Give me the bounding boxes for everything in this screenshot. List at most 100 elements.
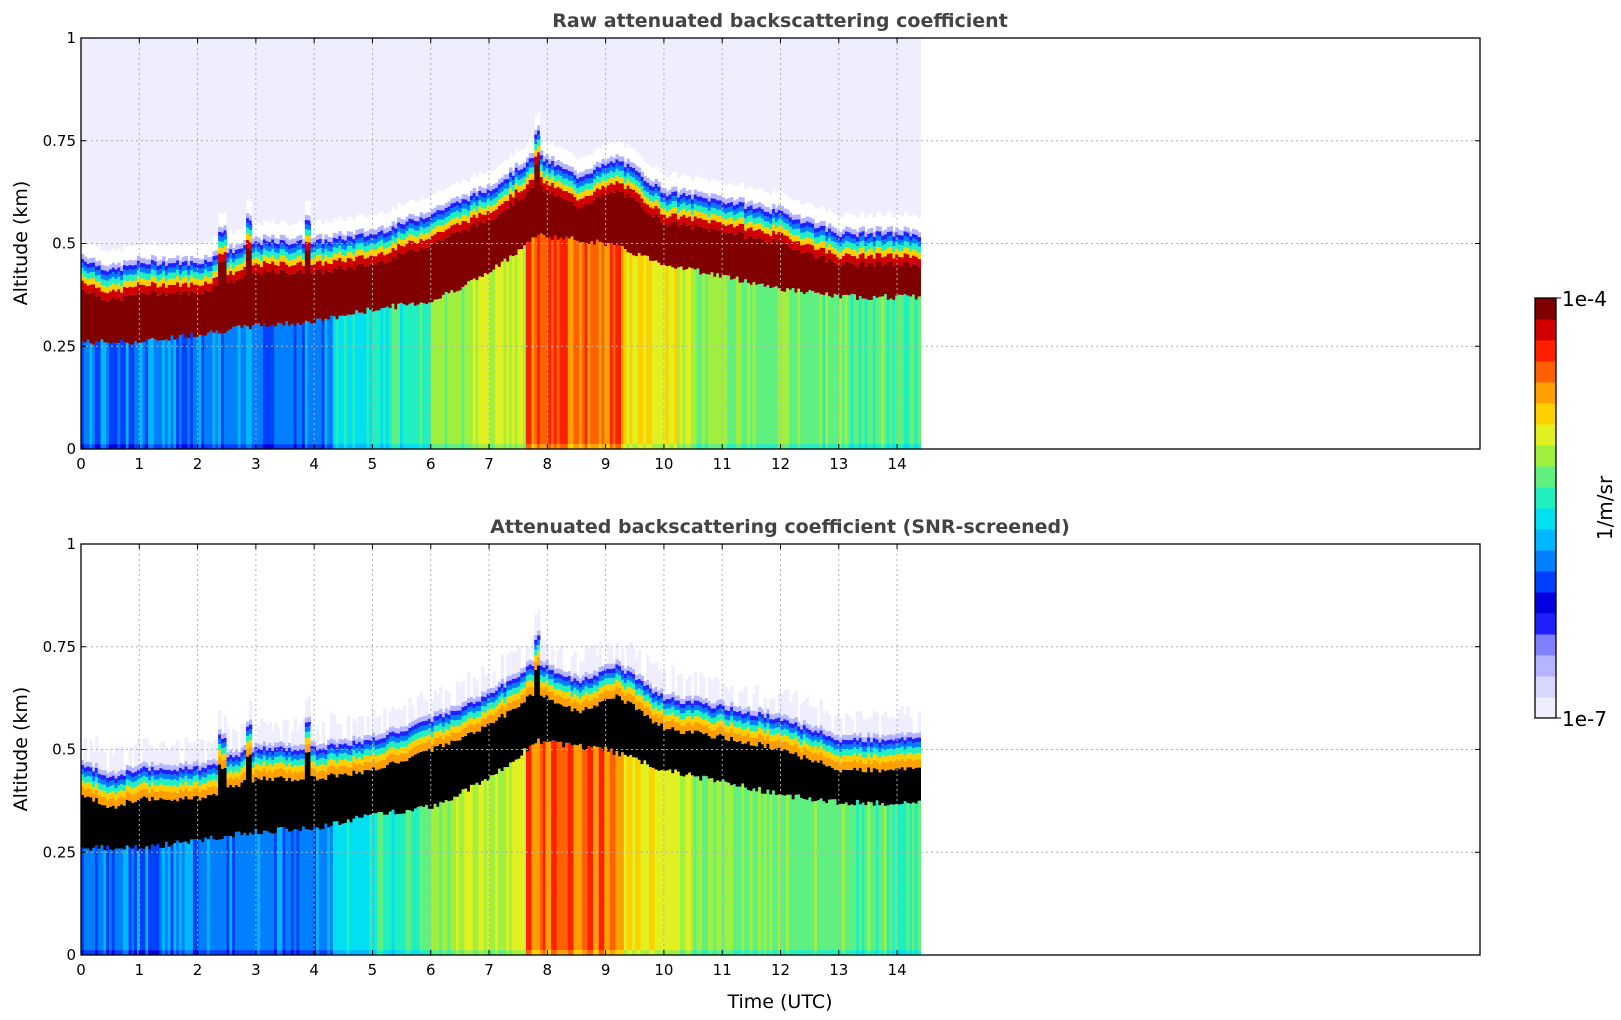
heatmap-cell <box>310 950 314 955</box>
heatmap-cell <box>430 808 435 951</box>
heatmap-cell <box>344 38 348 222</box>
heatmap-cell <box>713 198 717 204</box>
heatmap-cell <box>159 280 163 287</box>
heatmap-cell <box>405 730 409 736</box>
heatmap-cell <box>444 735 449 744</box>
heatmap-cell <box>271 755 275 761</box>
heatmap-cell <box>209 330 214 445</box>
heatmap-cell <box>724 199 728 205</box>
heatmap-cell <box>234 750 239 756</box>
heatmap-cell <box>153 779 158 786</box>
heatmap-cell <box>310 247 314 253</box>
heatmap-cell <box>699 196 703 201</box>
heatmap-cell <box>83 762 88 768</box>
heatmap-cell <box>623 249 628 445</box>
heatmap-cell <box>492 193 496 199</box>
heatmap-cell <box>844 294 849 445</box>
heatmap-cell <box>229 754 233 760</box>
heatmap-cell <box>856 38 860 218</box>
heatmap-cell <box>749 284 754 445</box>
heatmap-cell <box>212 839 216 951</box>
heatmap-cell <box>497 950 502 955</box>
heatmap-cell <box>349 444 354 449</box>
heatmap-cell <box>595 176 600 183</box>
heatmap-cell <box>83 767 88 772</box>
heatmap-cell <box>399 746 404 754</box>
heatmap-cell <box>475 218 479 227</box>
heatmap-cell <box>282 262 286 271</box>
heatmap-cell <box>190 276 194 283</box>
heatmap-cell <box>461 681 465 705</box>
heatmap-cell <box>220 768 225 839</box>
heatmap-cell <box>903 261 908 295</box>
heatmap-cell <box>545 643 549 662</box>
heatmap-cell <box>201 279 205 286</box>
heatmap-cell <box>240 257 244 264</box>
heatmap-cell <box>201 293 205 336</box>
heatmap-cell <box>173 293 177 340</box>
heatmap-cell <box>290 731 295 749</box>
heatmap-cell <box>716 38 720 181</box>
heatmap-cell <box>436 737 440 747</box>
heatmap-cell <box>467 791 471 951</box>
heatmap-cell <box>184 290 188 338</box>
heatmap-cell <box>103 850 107 951</box>
heatmap-cell <box>551 444 555 449</box>
heatmap-cell <box>257 726 261 746</box>
heatmap-cell <box>537 609 541 633</box>
heatmap-cell <box>344 758 348 766</box>
heatmap-cell <box>464 284 468 445</box>
heatmap-cell <box>360 228 365 234</box>
heatmap-cell <box>162 778 166 785</box>
heatmap-cell <box>548 38 552 145</box>
heatmap-cell <box>251 273 256 326</box>
heatmap-cell <box>419 721 423 727</box>
heatmap-cell <box>254 263 258 272</box>
heatmap-cell <box>553 673 558 679</box>
heatmap-cell <box>282 38 286 221</box>
heatmap-cell <box>181 784 186 792</box>
heatmap-cell <box>142 38 146 244</box>
heatmap-cell <box>861 298 866 445</box>
heatmap-cell <box>257 834 261 951</box>
heatmap-cell <box>727 212 731 219</box>
heatmap-cell <box>206 444 211 449</box>
heatmap-cell <box>108 786 113 793</box>
heatmap-cell <box>618 183 622 192</box>
heatmap-cell <box>679 210 684 217</box>
heatmap-cell <box>579 678 583 684</box>
heatmap-cell <box>282 747 286 753</box>
heatmap-cell <box>559 196 563 238</box>
heatmap-cell <box>830 236 835 241</box>
heatmap-cell <box>139 763 144 769</box>
heatmap-cell <box>450 38 454 185</box>
heatmap-cell <box>497 768 502 951</box>
heatmap-cell <box>565 178 569 185</box>
heatmap-cell <box>864 298 868 445</box>
heatmap-cell <box>388 712 393 730</box>
heatmap-cell <box>741 211 745 218</box>
heatmap-cell <box>881 240 885 246</box>
heatmap-cell <box>344 240 348 245</box>
heatmap-cell <box>257 258 261 265</box>
heatmap-cell <box>344 256 348 263</box>
heatmap-cell <box>511 700 516 709</box>
heatmap-cell <box>746 216 751 223</box>
heatmap-cell <box>352 444 356 449</box>
heatmap-cell <box>268 246 272 252</box>
heatmap-cell <box>97 783 102 790</box>
heatmap-cell <box>760 38 765 190</box>
heatmap-cell <box>92 950 96 955</box>
heatmap-cell <box>783 235 787 244</box>
heatmap-cell <box>704 213 709 221</box>
heatmap-cell <box>338 240 342 246</box>
heatmap-cell <box>413 444 418 449</box>
heatmap-cell <box>318 268 323 319</box>
heatmap-cell <box>654 444 658 449</box>
heatmap-cell <box>461 286 465 445</box>
heatmap-cell <box>330 38 334 223</box>
heatmap-cell <box>545 174 549 181</box>
heatmap-cell <box>629 444 633 449</box>
heatmap-cell <box>483 675 488 695</box>
heatmap-cell <box>422 240 426 249</box>
